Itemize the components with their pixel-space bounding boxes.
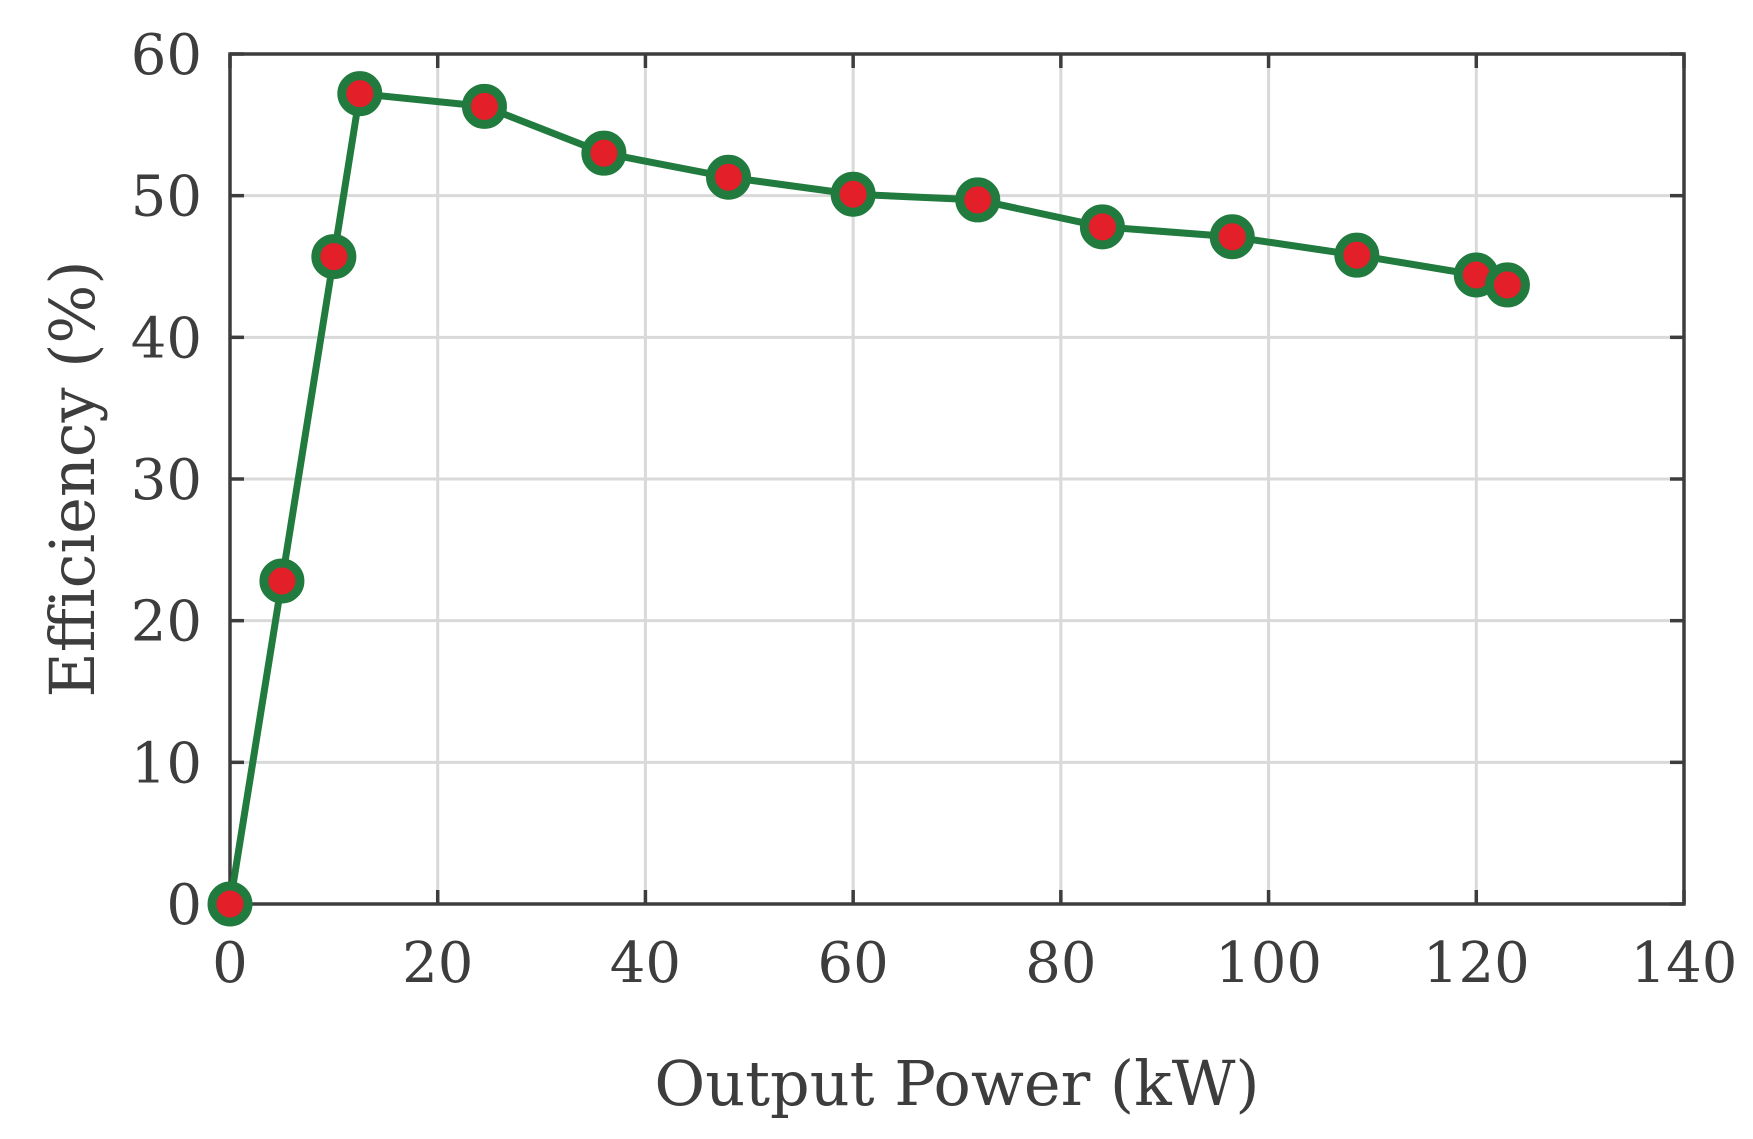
data-point [706,154,752,200]
x-tick-label: 40 [610,931,681,996]
y-axis-label: Efficiency (%) [36,260,109,697]
data-point [207,881,253,927]
data-point [311,234,357,280]
data-point [337,71,383,117]
data-point [259,558,305,604]
y-tick-label: 40 [131,306,202,371]
x-tick-label: 80 [1025,931,1096,996]
data-point [1334,232,1380,278]
tick-labels: 0 20 40 60 80 100 120 140 0 10 20 30 40 50 60 [131,23,1738,996]
data-point [955,177,1001,223]
y-tick-label: 60 [131,23,202,88]
x-tick-label: 20 [402,931,473,996]
data-point [581,130,627,176]
grid-lines [230,54,1684,904]
y-tick-label: 20 [131,590,202,655]
data-point [1079,204,1125,250]
x-tick-label: 140 [1631,931,1738,996]
x-tick-label: 0 [212,931,248,996]
y-tick-label: 0 [166,873,202,938]
data-point [461,83,507,129]
x-tick-label: 120 [1423,931,1530,996]
data-series [207,71,1530,927]
y-tick-label: 50 [131,165,202,230]
x-tick-label: 60 [818,931,889,996]
series-line [226,90,1509,905]
y-tick-label: 30 [131,448,202,513]
x-tick-label: 100 [1215,931,1322,996]
data-point [1209,214,1255,260]
x-axis-label: Output Power (kW) [654,1047,1259,1120]
data-point [1484,262,1530,308]
data-point [830,171,876,217]
y-tick-label: 10 [131,731,202,796]
axis-labels: Output Power (kW) Efficiency (%) [36,260,1260,1120]
